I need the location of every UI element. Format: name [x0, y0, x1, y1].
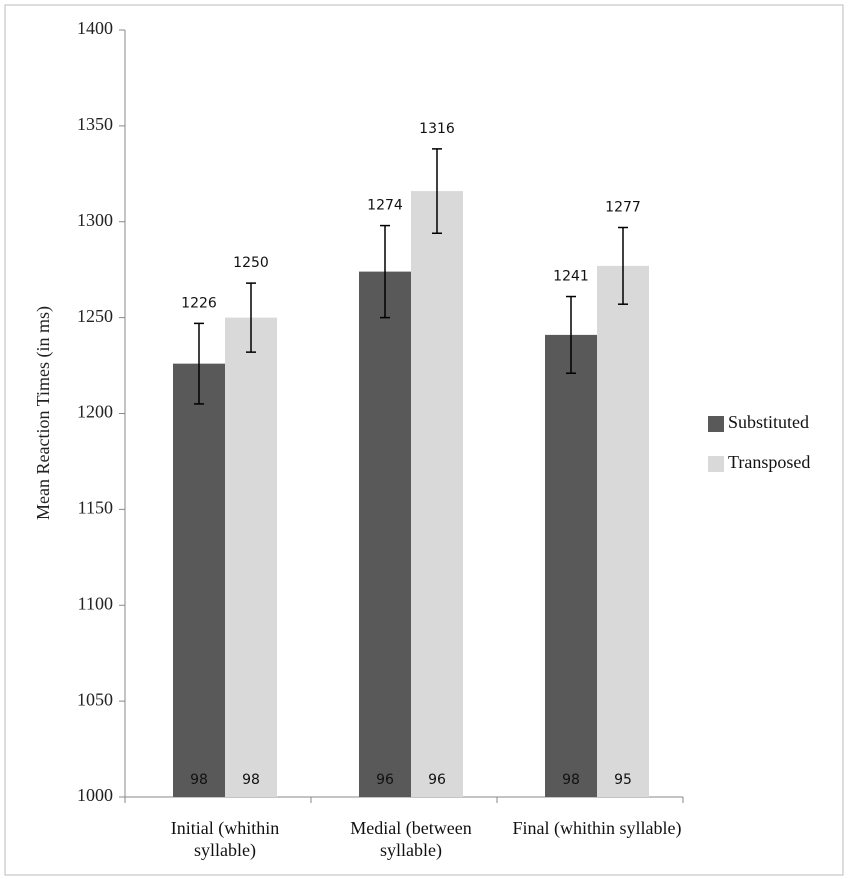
data-label: 1274	[367, 198, 403, 214]
y-tick-label: 1400	[77, 18, 113, 38]
legend-swatch	[708, 416, 724, 432]
y-tick-label: 1300	[77, 210, 113, 230]
bar-bottom-label: 96	[428, 772, 446, 788]
bar	[545, 334, 597, 797]
bar-bottom-label: 98	[242, 772, 260, 788]
legend-label: Transposed	[728, 452, 810, 472]
data-label: 1241	[553, 269, 589, 285]
bar	[597, 265, 649, 797]
error-bar	[618, 226, 628, 305]
x-tick-label: Initial (whithin syllable)	[170, 818, 280, 860]
y-tick-label: 1200	[77, 402, 113, 422]
legend-swatch	[708, 456, 724, 472]
bar	[411, 191, 463, 797]
bar-bottom-label: 96	[376, 772, 394, 788]
y-tick-label: 1150	[78, 498, 113, 518]
frame	[4, 4, 844, 876]
data-label: 1226	[181, 295, 217, 311]
error-bar	[380, 224, 390, 319]
y-tick-label: 1100	[78, 593, 113, 613]
x-tick-label: Medial (between syllable)	[350, 818, 472, 860]
bar	[359, 271, 411, 798]
y-tick-label: 1050	[77, 689, 113, 709]
x-tick-label: Final (whithin syllable)	[512, 818, 682, 838]
bar	[225, 317, 277, 797]
error-bar	[432, 148, 442, 235]
error-bar	[566, 295, 576, 374]
y-tick-label: 1250	[77, 306, 113, 326]
error-bar	[194, 322, 204, 405]
data-label: 1277	[605, 200, 641, 216]
y-axis-label: Mean Reaction Times (in ms)	[33, 306, 54, 520]
data-label: 1250	[233, 255, 269, 271]
error-bar	[246, 282, 256, 353]
bar-bottom-label: 98	[562, 772, 580, 788]
y-tick-label: 1000	[77, 785, 113, 805]
y-tick-label: 1350	[77, 114, 113, 134]
bar-bottom-label: 95	[614, 772, 632, 788]
legend-label: Substituted	[728, 412, 809, 432]
bar	[173, 363, 225, 797]
data-label: 1316	[419, 121, 455, 137]
bar-bottom-label: 98	[190, 772, 208, 788]
